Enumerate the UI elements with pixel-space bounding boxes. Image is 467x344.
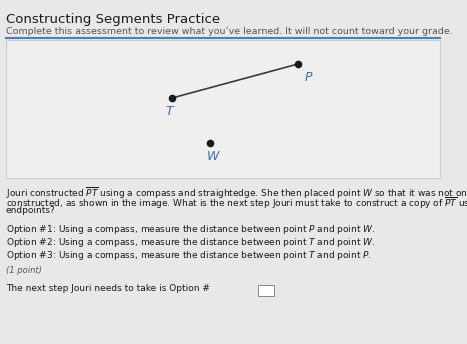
Text: Jouri constructed $\overline{PT}$ using a compass and straightedge. She then pla: Jouri constructed $\overline{PT}$ using …: [6, 186, 467, 201]
Text: Option #1: Using a compass, measure the distance between point $P$ and point $W$: Option #1: Using a compass, measure the …: [6, 223, 375, 236]
Text: Complete this assessment to review what you’ve learned. It will not count toward: Complete this assessment to review what …: [6, 27, 453, 36]
FancyBboxPatch shape: [258, 285, 274, 296]
Text: constructed, as shown in the image. What is the next step Jouri must take to con: constructed, as shown in the image. What…: [6, 196, 467, 211]
Text: W: W: [207, 150, 219, 163]
FancyBboxPatch shape: [6, 40, 440, 178]
Text: T: T: [165, 105, 173, 118]
Text: The next step Jouri needs to take is Option #: The next step Jouri needs to take is Opt…: [6, 284, 210, 293]
Text: Constructing Segments Practice: Constructing Segments Practice: [6, 13, 220, 26]
Text: (1 point): (1 point): [6, 266, 42, 275]
Text: endpoints?: endpoints?: [6, 206, 56, 215]
Text: Option #3: Using a compass, measure the distance between point $T$ and point $P$: Option #3: Using a compass, measure the …: [6, 249, 372, 262]
Text: P: P: [304, 71, 312, 84]
Text: Option #2: Using a compass, measure the distance between point $T$ and point $W$: Option #2: Using a compass, measure the …: [6, 236, 375, 249]
